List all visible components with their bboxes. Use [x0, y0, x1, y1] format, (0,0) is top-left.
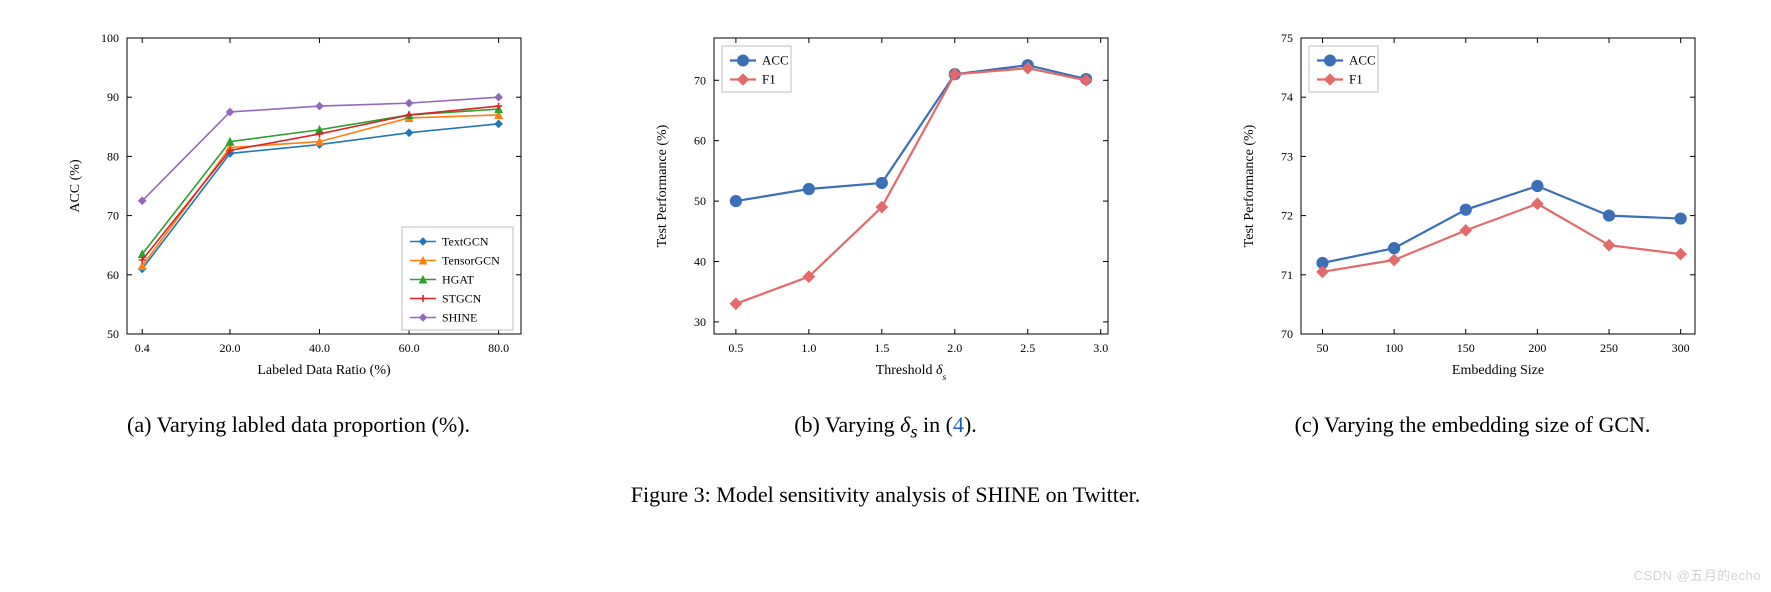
svg-text:0.5: 0.5	[728, 341, 743, 355]
subcaption-b-ref: 4	[953, 412, 964, 437]
svg-text:100: 100	[101, 31, 119, 45]
svg-text:75: 75	[1281, 31, 1293, 45]
svg-text:F1: F1	[1349, 72, 1363, 87]
svg-text:50: 50	[694, 194, 706, 208]
svg-text:TextGCN: TextGCN	[442, 235, 489, 249]
subcaption-a-prefix: (a)	[127, 412, 157, 437]
chart-a-holder: 50 60 70 80 90 100 0.4 20.0 40.0 60.0 80.0 ACC (%) L…	[10, 20, 587, 390]
svg-text:F1: F1	[762, 72, 776, 87]
svg-text:1.5: 1.5	[874, 341, 889, 355]
svg-text:20.0: 20.0	[219, 341, 240, 355]
panel-c: 70 71 72 73 74 75 50 100 150 200 250 300 Test Perfor…	[1184, 20, 1761, 438]
svg-text:200: 200	[1528, 341, 1546, 355]
svg-text:HGAT: HGAT	[442, 273, 475, 287]
panel-a: 50 60 70 80 90 100 0.4 20.0 40.0 60.0 80.0 ACC (%) L…	[10, 20, 587, 438]
svg-text:100: 100	[1385, 341, 1403, 355]
svg-text:80.0: 80.0	[488, 341, 509, 355]
subcaption-b-t1: Varying	[825, 412, 900, 437]
subcaption-c: (c) Varying the embedding size of GCN.	[1295, 412, 1651, 438]
svg-text:Test Performance (%): Test Performance (%)	[655, 124, 670, 247]
svg-text:250: 250	[1600, 341, 1618, 355]
svg-text:0.4: 0.4	[134, 341, 149, 355]
figure-row: 50 60 70 80 90 100 0.4 20.0 40.0 60.0 80.0 ACC (%) L…	[10, 20, 1761, 442]
svg-text:70: 70	[107, 209, 119, 223]
watermark: CSDN @五月的echo	[1634, 565, 1761, 584]
svg-text:73: 73	[1281, 149, 1293, 163]
svg-text:Labeled Data Ratio (%): Labeled Data Ratio (%)	[257, 363, 391, 378]
svg-text:2.0: 2.0	[947, 341, 962, 355]
subcaption-b: (b) Varying δs in (4).	[794, 412, 977, 442]
svg-text:60: 60	[694, 134, 706, 148]
subcaption-c-text: Varying the embedding size of GCN.	[1324, 412, 1650, 437]
svg-text:300: 300	[1671, 341, 1689, 355]
svg-text:50: 50	[1316, 341, 1328, 355]
svg-text:ACC: ACC	[1349, 53, 1376, 68]
subcaption-b-sub: s	[910, 421, 917, 441]
svg-text:60.0: 60.0	[398, 341, 419, 355]
svg-text:60: 60	[107, 268, 119, 282]
svg-text:70: 70	[694, 73, 706, 87]
subcaption-a-text: Varying labled data proportion (%).	[157, 412, 470, 437]
svg-text:ACC (%): ACC (%)	[68, 159, 83, 213]
svg-text:74: 74	[1281, 90, 1293, 104]
svg-text:1.0: 1.0	[801, 341, 816, 355]
svg-text:50: 50	[107, 327, 119, 341]
svg-text:90: 90	[107, 90, 119, 104]
svg-text:Test Performance (%): Test Performance (%)	[1242, 124, 1257, 247]
svg-text:2.5: 2.5	[1020, 341, 1035, 355]
svg-text:TensorGCN: TensorGCN	[442, 254, 500, 268]
subcaption-c-prefix: (c)	[1295, 412, 1325, 437]
svg-text:71: 71	[1281, 268, 1293, 282]
svg-text:70: 70	[1281, 327, 1293, 341]
subcaption-a: (a) Varying labled data proportion (%).	[127, 412, 470, 438]
main-caption: Figure 3: Model sensitivity analysis of …	[10, 482, 1761, 508]
svg-text:40: 40	[694, 255, 706, 269]
subcaption-b-t3: ).	[964, 412, 977, 437]
chart-a: 50 60 70 80 90 100 0.4 20.0 40.0 60.0 80.0 ACC (%) L…	[59, 20, 539, 390]
chart-c-holder: 70 71 72 73 74 75 50 100 150 200 250 300 Test Perfor…	[1184, 20, 1761, 390]
svg-text:ACC: ACC	[762, 53, 789, 68]
svg-text:Embedding Size: Embedding Size	[1451, 363, 1543, 378]
svg-text:80: 80	[107, 149, 119, 163]
svg-text:72: 72	[1281, 209, 1293, 223]
panel-b: 30 40 50 60 70 0.5 1.0 1.5 2.0 2.5 3.0 Test Perform…	[597, 20, 1174, 442]
subcaption-b-t2: in (	[918, 412, 953, 437]
svg-text:3.0: 3.0	[1093, 341, 1108, 355]
svg-text:40.0: 40.0	[309, 341, 330, 355]
chart-b: 30 40 50 60 70 0.5 1.0 1.5 2.0 2.5 3.0 Test Perform…	[646, 20, 1126, 390]
chart-b-holder: 30 40 50 60 70 0.5 1.0 1.5 2.0 2.5 3.0 Test Perform…	[597, 20, 1174, 390]
subcaption-b-sym: δ	[900, 412, 910, 437]
subcaption-b-prefix: (b)	[794, 412, 825, 437]
svg-text:150: 150	[1456, 341, 1474, 355]
svg-text:SHINE: SHINE	[442, 311, 477, 325]
svg-text:Threshold δs: Threshold δs	[875, 363, 946, 383]
chart-c: 70 71 72 73 74 75 50 100 150 200 250 300 Test Perfor…	[1233, 20, 1713, 390]
svg-text:STGCN: STGCN	[442, 292, 482, 306]
svg-text:30: 30	[694, 315, 706, 329]
